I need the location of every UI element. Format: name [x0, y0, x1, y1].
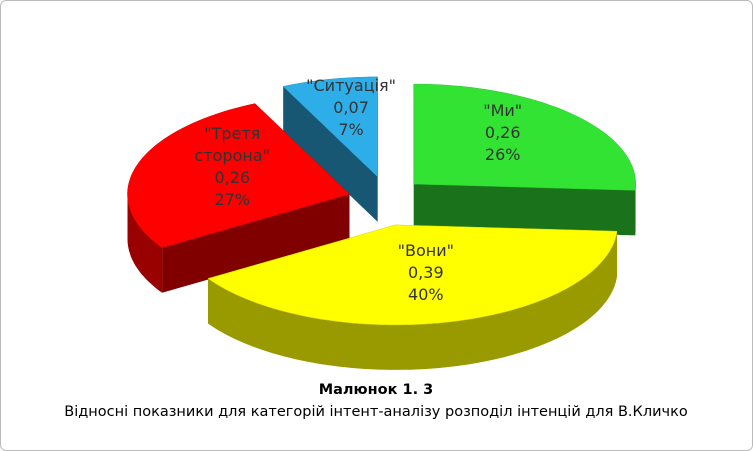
slice: [282, 76, 378, 178]
value-label: 0,39: [408, 263, 444, 283]
value-label: 0,26: [214, 168, 251, 188]
slice-side: [127, 194, 163, 293]
slice: [207, 224, 618, 326]
caption-title: Малюнок 1. 3: [318, 382, 434, 398]
percent-label: 27%: [214, 190, 251, 210]
category-label: "Вони": [397, 241, 454, 261]
value-label: 0,07: [333, 98, 369, 118]
data-label: "Вони" 0,39 40%: [371, 240, 481, 306]
percent-label: 26%: [484, 145, 521, 165]
slice-side: [208, 231, 617, 370]
data-label: "Ситуація" 0,07 7%: [296, 75, 406, 141]
category-label: "Ситуація": [306, 76, 396, 96]
caption-text: Відносні показники для категорій інтент-…: [64, 404, 688, 420]
percent-label: 40%: [408, 285, 444, 305]
category-label: "Третя сторона": [194, 124, 270, 166]
data-label: "Третя сторона" 0,26 27%: [177, 123, 287, 211]
slice: [413, 83, 636, 191]
slice-wall: [283, 86, 378, 222]
data-label: "Ми" 0,26 26%: [448, 100, 558, 166]
percent-label: 7%: [338, 120, 364, 140]
value-label: 0,26: [484, 123, 521, 143]
caption: Малюнок 1. 3 Відносні показники для кате…: [61, 379, 691, 423]
slice: [127, 103, 350, 248]
slice-wall: [162, 194, 350, 293]
slice-wall: [413, 184, 636, 236]
category-label: "Ми": [483, 101, 523, 121]
